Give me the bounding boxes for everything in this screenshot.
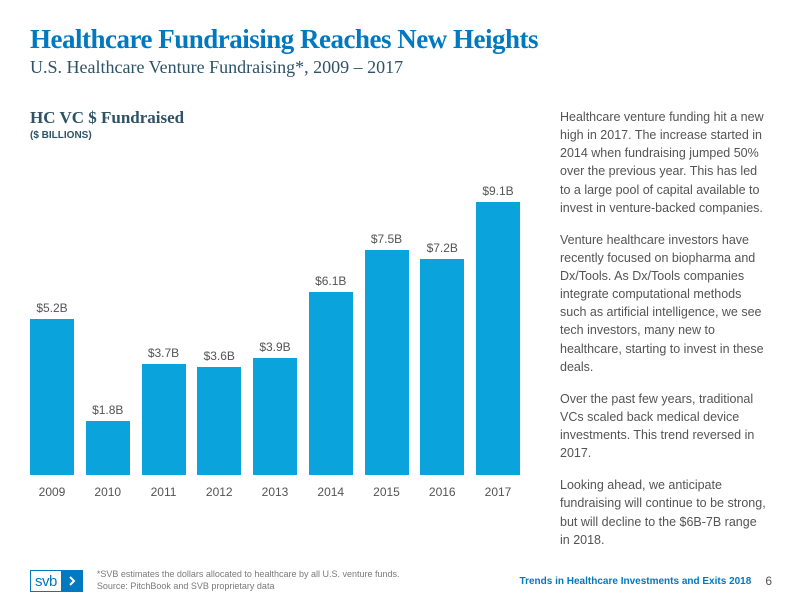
bar-wrap: $9.1B (476, 184, 520, 475)
bar-value-label: $7.5B (371, 232, 402, 246)
chart-title: HC VC $ Fundraised (30, 108, 540, 128)
bar (253, 358, 297, 475)
x-tick-label: 2010 (86, 485, 130, 499)
bar (142, 364, 186, 475)
bar-wrap: $7.2B (420, 241, 464, 475)
bar (420, 259, 464, 475)
bar (309, 292, 353, 475)
content-row: HC VC $ Fundraised ($ BILLIONS) $5.2B $1.… (30, 108, 772, 563)
bar (365, 250, 409, 475)
bar-value-label: $7.2B (427, 241, 458, 255)
slide-page: Healthcare Fundraising Reaches New Heigh… (0, 0, 802, 602)
bars-container: $5.2B $1.8B $3.7B $3.6B $3.9B $6.1B $7.5B $7.2B… (30, 175, 520, 475)
bar-wrap: $7.5B (365, 232, 409, 475)
x-tick-label: 2017 (476, 485, 520, 499)
chart-unit: ($ BILLIONS) (30, 130, 540, 141)
x-tick-label: 2016 (420, 485, 464, 499)
x-tick-label: 2015 (365, 485, 409, 499)
footer: svb *SVB estimates the dollars allocated… (0, 560, 802, 602)
footnote-line: Source: PitchBook and SVB proprietary da… (97, 581, 400, 593)
footer-right: Trends in Healthcare Investments and Exi… (520, 574, 772, 588)
bar-wrap: $1.8B (86, 403, 130, 475)
x-axis: 2009 2010 2011 2012 2013 2014 2015 2016 2017 (30, 485, 520, 499)
paragraph: Looking ahead, we anticipate fundraising… (560, 476, 767, 549)
bar (30, 319, 74, 475)
svb-logo: svb (30, 570, 83, 592)
bar-value-label: $3.7B (148, 346, 179, 360)
report-title: Trends in Healthcare Investments and Exi… (520, 576, 752, 587)
bar-value-label: $1.8B (92, 403, 123, 417)
footnote-line: *SVB estimates the dollars allocated to … (97, 569, 400, 581)
bar-wrap: $3.7B (142, 346, 186, 475)
bar-wrap: $5.2B (30, 301, 74, 475)
paragraph: Over the past few years, traditional VCs… (560, 390, 767, 463)
x-tick-label: 2012 (197, 485, 241, 499)
text-column: Healthcare venture funding hit a new hig… (560, 108, 772, 563)
bar (476, 202, 520, 475)
bar-wrap: $3.6B (197, 349, 241, 475)
bar-wrap: $3.9B (253, 340, 297, 475)
bar-value-label: $3.9B (259, 340, 290, 354)
chart-area: HC VC $ Fundraised ($ BILLIONS) $5.2B $1.… (30, 108, 540, 563)
logo-text: svb (30, 570, 61, 592)
x-tick-label: 2011 (142, 485, 186, 499)
bar-chart: $5.2B $1.8B $3.7B $3.6B $3.9B $6.1B $7.5B $7.2B… (30, 159, 520, 499)
page-number: 6 (765, 574, 772, 588)
bar-value-label: $3.6B (204, 349, 235, 363)
page-title: Healthcare Fundraising Reaches New Heigh… (30, 24, 772, 55)
bar-value-label: $5.2B (36, 301, 67, 315)
bar-wrap: $6.1B (309, 274, 353, 475)
page-subtitle: U.S. Healthcare Venture Fundraising*, 20… (30, 57, 772, 78)
footnote: *SVB estimates the dollars allocated to … (97, 569, 400, 592)
paragraph: Venture healthcare investors have recent… (560, 231, 767, 376)
chevron-right-icon (61, 570, 83, 592)
bar (86, 421, 130, 475)
x-tick-label: 2013 (253, 485, 297, 499)
x-tick-label: 2014 (309, 485, 353, 499)
bar-value-label: $9.1B (482, 184, 513, 198)
bar-value-label: $6.1B (315, 274, 346, 288)
paragraph: Healthcare venture funding hit a new hig… (560, 108, 767, 217)
x-tick-label: 2009 (30, 485, 74, 499)
bar (197, 367, 241, 475)
